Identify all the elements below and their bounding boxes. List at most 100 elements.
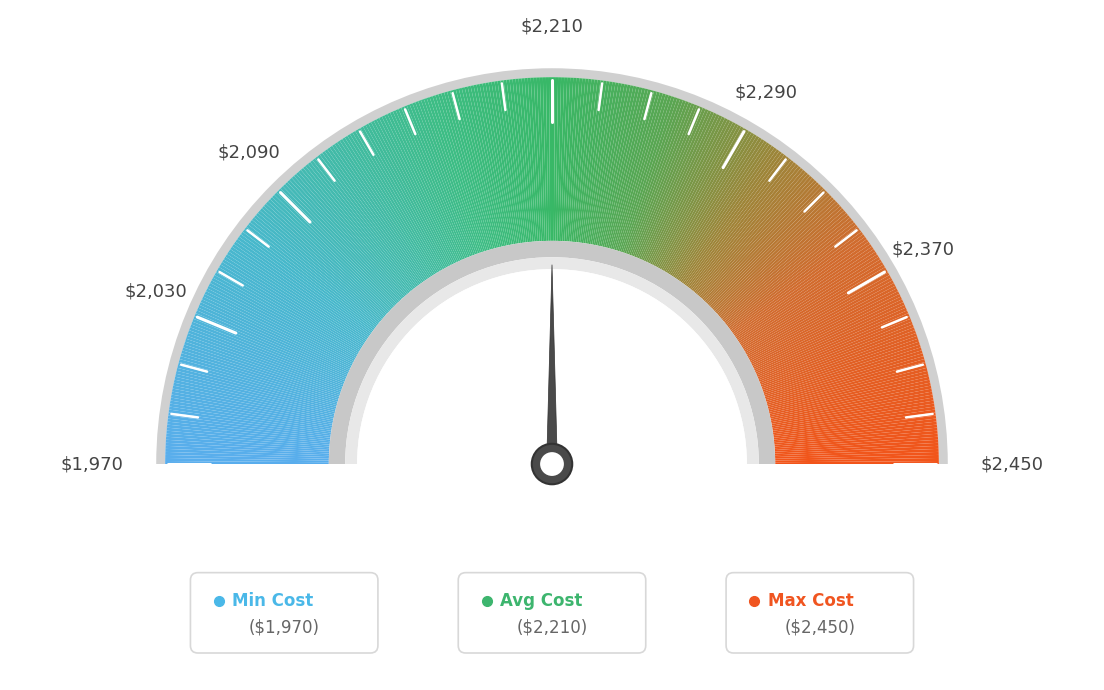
Wedge shape [320,153,420,286]
Bar [136,464,968,613]
Wedge shape [498,81,522,243]
Wedge shape [732,234,864,333]
Wedge shape [753,294,901,367]
Wedge shape [675,141,767,279]
Wedge shape [244,227,375,328]
Wedge shape [554,77,559,241]
Wedge shape [775,452,938,459]
Wedge shape [459,88,500,248]
Wedge shape [724,217,852,323]
Text: $2,370: $2,370 [892,241,955,259]
Wedge shape [745,270,888,353]
Wedge shape [167,424,330,443]
Wedge shape [174,377,335,415]
Wedge shape [500,80,524,243]
Wedge shape [212,277,357,358]
Wedge shape [694,166,800,293]
Wedge shape [758,316,911,380]
Wedge shape [772,395,933,426]
Wedge shape [726,222,856,326]
Wedge shape [524,78,538,242]
Wedge shape [435,95,487,251]
Wedge shape [470,85,507,246]
Wedge shape [169,406,331,433]
Wedge shape [346,257,758,464]
Wedge shape [191,322,344,384]
Wedge shape [482,83,513,244]
Wedge shape [181,351,339,400]
Wedge shape [241,232,373,331]
Wedge shape [166,446,329,455]
Wedge shape [624,98,680,253]
Wedge shape [393,110,461,261]
Wedge shape [254,215,381,322]
Wedge shape [268,199,390,313]
Wedge shape [404,106,468,258]
Wedge shape [769,374,928,413]
Wedge shape [182,347,339,398]
Wedge shape [172,386,333,420]
Wedge shape [415,101,475,255]
Text: $2,210: $2,210 [521,17,583,35]
Wedge shape [213,275,358,357]
Wedge shape [246,224,376,327]
Wedge shape [325,149,422,284]
Wedge shape [306,164,411,292]
Wedge shape [755,302,904,372]
Wedge shape [252,217,380,323]
Wedge shape [735,244,872,339]
Wedge shape [558,77,564,241]
Wedge shape [688,157,789,288]
Text: $2,450: $2,450 [980,455,1043,473]
Wedge shape [545,77,550,241]
Text: Min Cost: Min Cost [232,592,314,610]
Wedge shape [736,246,873,340]
Wedge shape [225,254,364,344]
Wedge shape [713,197,834,311]
Wedge shape [773,406,935,433]
Wedge shape [479,83,512,245]
Wedge shape [176,374,335,413]
Wedge shape [178,365,337,408]
Wedge shape [755,305,905,374]
Text: $2,090: $2,090 [217,143,280,161]
Wedge shape [219,264,361,351]
Wedge shape [379,117,454,264]
Wedge shape [507,79,528,242]
Wedge shape [413,102,474,256]
Wedge shape [620,96,675,253]
Wedge shape [769,377,930,415]
Wedge shape [410,104,471,257]
Wedge shape [185,339,341,393]
Wedge shape [166,449,329,457]
Wedge shape [348,134,435,275]
Wedge shape [719,206,842,317]
Wedge shape [206,288,353,364]
Wedge shape [742,259,882,348]
Wedge shape [760,322,913,384]
Wedge shape [597,85,634,246]
Wedge shape [184,342,340,395]
Wedge shape [166,443,329,453]
Wedge shape [774,415,936,437]
Wedge shape [166,440,329,452]
Wedge shape [580,80,604,243]
Wedge shape [775,449,938,457]
Wedge shape [227,252,365,343]
Wedge shape [357,269,747,464]
Wedge shape [289,178,402,300]
Wedge shape [606,88,648,248]
Wedge shape [725,220,853,324]
Wedge shape [369,122,447,268]
Wedge shape [661,126,744,270]
Wedge shape [194,313,347,379]
Wedge shape [329,241,775,464]
Wedge shape [604,88,645,248]
Wedge shape [444,92,491,250]
Wedge shape [585,81,613,244]
Wedge shape [764,344,921,397]
Wedge shape [274,193,393,308]
Wedge shape [583,81,609,244]
Wedge shape [587,82,616,244]
Wedge shape [208,286,354,363]
